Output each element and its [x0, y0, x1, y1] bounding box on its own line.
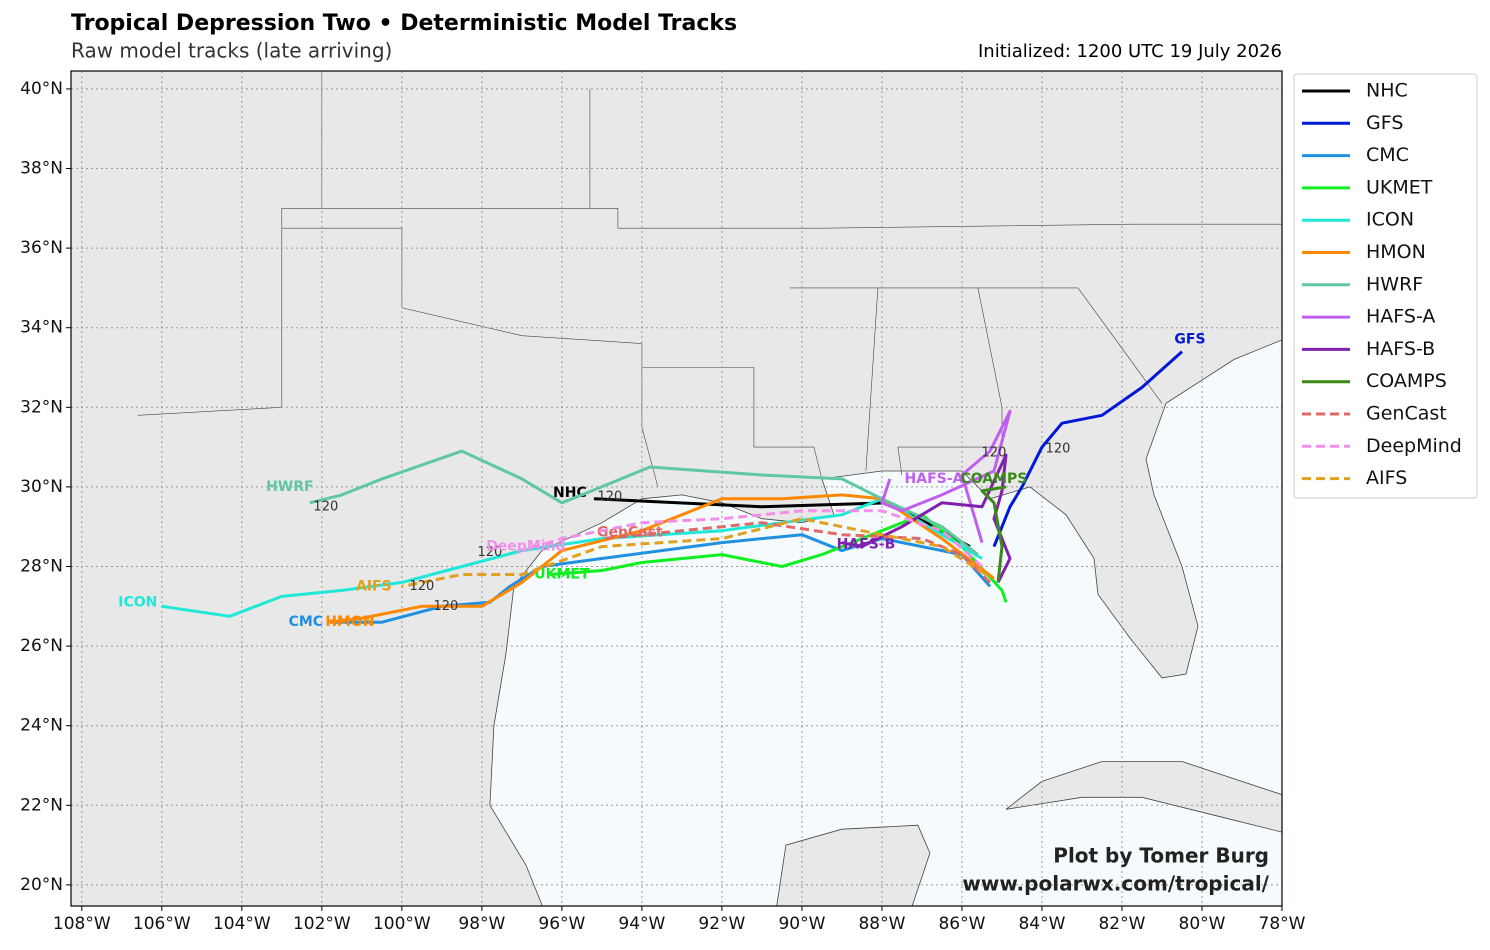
state-border: [281, 208, 1282, 229]
hour-label: 120: [409, 579, 434, 594]
legend-label: CMC: [1366, 144, 1409, 166]
track-label: GenCast: [597, 525, 663, 541]
track-line: [601, 521, 992, 584]
x-tick-label: 92°W: [698, 914, 745, 934]
track-label: HWRF: [266, 479, 314, 495]
legend-label: HWRF: [1366, 273, 1423, 295]
y-tick-label: 28°N: [20, 557, 63, 577]
init-time: Initialized: 1200 UTC 19 July 2026: [978, 41, 1282, 62]
plot-frame: [70, 70, 1283, 907]
y-tick-label: 36°N: [20, 238, 63, 258]
x-tick-label: 96°W: [538, 914, 585, 934]
chart-subtitle: Raw model tracks (late arriving): [71, 39, 392, 63]
legend-label: HAFS-B: [1366, 338, 1435, 360]
y-tick-label: 24°N: [20, 716, 63, 736]
state-border: [641, 367, 823, 479]
legend: NHC GFS CMC UKMET ICON HMON HWRF HAFS-A HAFS-B CO…: [1293, 73, 1478, 499]
y-tick-label: 40°N: [20, 79, 63, 99]
hour-label: 120: [313, 499, 338, 514]
hour-label: 120: [1046, 442, 1071, 457]
x-tick-label: 86°W: [938, 914, 985, 934]
hour-label: 120: [597, 489, 622, 504]
track-label: CMC: [289, 614, 323, 630]
y-tick-label: 22°N: [20, 795, 63, 815]
y-tick-label: 30°N: [20, 477, 63, 497]
track-label: AIFS: [356, 578, 392, 594]
legend-label: NHC: [1366, 80, 1408, 102]
legend-label: DeepMind: [1366, 435, 1462, 457]
legend-box: [1293, 73, 1478, 499]
x-tick-label: 108°W: [53, 914, 111, 934]
track-label: ICON: [118, 594, 157, 610]
x-tick-label: 80°W: [1179, 914, 1226, 934]
x-tick-label: 84°W: [1018, 914, 1065, 934]
x-tick-label: 106°W: [133, 914, 191, 934]
track-line: [980, 485, 1007, 583]
track-label: HAFS-B: [837, 537, 896, 553]
y-tick-label: 34°N: [20, 318, 63, 338]
x-tick-label: 78°W: [1259, 914, 1306, 934]
cuba: [1005, 761, 1282, 833]
track-label: DeepMind: [486, 539, 565, 555]
track-label: HMON: [325, 614, 374, 630]
x-tick-label: 100°W: [373, 914, 431, 934]
state-border: [1077, 287, 1163, 404]
x-tick-label: 90°W: [778, 914, 825, 934]
track-line: [521, 509, 983, 568]
state-border: [865, 287, 879, 472]
legend-label: HAFS-A: [1366, 306, 1435, 328]
track-label: HAFS-A: [905, 471, 964, 487]
track-line: [992, 350, 1184, 548]
legend-label: AIFS: [1366, 467, 1407, 489]
y-tick-label: 20°N: [20, 875, 63, 895]
track-label: GFS: [1174, 332, 1205, 348]
state-border: [897, 287, 1003, 476]
hour-label: 120: [982, 446, 1007, 461]
chart-title: Tropical Depression Two • Deterministic …: [71, 11, 737, 36]
x-tick-label: 104°W: [213, 914, 271, 934]
x-tick-label: 82°W: [1098, 914, 1145, 934]
yucatan: [776, 824, 931, 906]
y-tick-label: 32°N: [20, 397, 63, 417]
hour-label: 120: [433, 599, 458, 614]
hour-label: 120: [477, 545, 502, 560]
legend-label: ICON: [1366, 209, 1414, 231]
y-tick-label: 38°N: [20, 159, 63, 179]
track-label: COAMPS: [960, 471, 1027, 487]
legend-label: GFS: [1366, 112, 1403, 134]
x-tick-label: 88°W: [858, 914, 905, 934]
legend-label: GenCast: [1366, 403, 1447, 425]
legend-label: COAMPS: [1366, 370, 1447, 392]
track-label: UKMET: [534, 566, 590, 582]
x-tick-label: 94°W: [618, 914, 665, 934]
credit-url: www.polarwx.com/tropical/: [962, 872, 1269, 896]
track-line: [593, 497, 971, 548]
track-line: [880, 409, 1012, 544]
x-tick-label: 98°W: [458, 914, 505, 934]
legend-label: UKMET: [1366, 176, 1433, 198]
credit: Plot by Tomer Burg: [1053, 844, 1269, 868]
track-line: [401, 517, 987, 588]
y-tick-label: 26°N: [20, 636, 63, 656]
legend-label: HMON: [1366, 241, 1426, 263]
x-tick-label: 102°W: [293, 914, 351, 934]
